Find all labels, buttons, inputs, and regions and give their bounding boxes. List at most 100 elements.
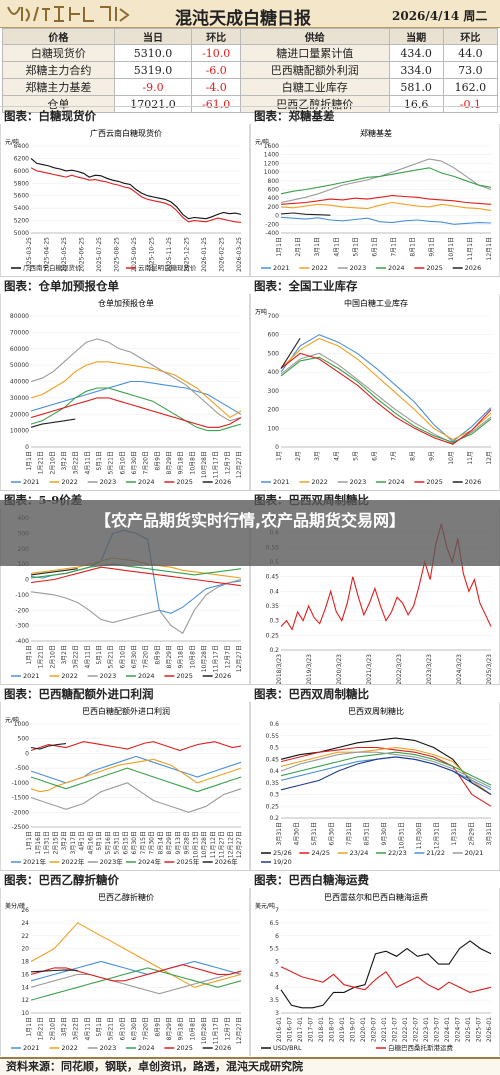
y-tick-label: 60000 xyxy=(10,346,29,353)
x-tick-label: 8月29日 xyxy=(166,645,173,668)
x-tick-label: 5月16日 xyxy=(105,831,112,854)
x-tick-label: 9月13日 xyxy=(175,831,182,854)
x-tick-label: 2022-07 xyxy=(413,1017,420,1042)
legend-label: 云南昆明白糖现货价 xyxy=(138,263,197,272)
x-tick-label: 5月 xyxy=(352,451,359,461)
chart-panel-8: 巴西乙醇折糖价 美分/磅 26 24 22 20 18 16 14 12 10 1月1日 1月21日 2月… xyxy=(0,888,250,1056)
chart-freight: 巴西雷兹尔和巴西白糖海运费美元/吨76.565.554.543.532016-0… xyxy=(255,892,493,1052)
legend-label: 2023 xyxy=(100,672,117,680)
x-tick-label: 11月27日 xyxy=(219,831,226,858)
y-tick-label: 0 xyxy=(25,444,29,451)
y-tick-label: 0.4 xyxy=(269,768,279,775)
x-tick-label: 6月15日 xyxy=(122,831,129,854)
table-cell: -4.0 xyxy=(191,78,242,96)
series-line xyxy=(280,352,492,445)
y-tick-label: 600 xyxy=(268,332,280,339)
report-date-value: 2026/4/14 xyxy=(392,9,460,23)
legend-label: 2023 xyxy=(350,478,367,486)
series-line xyxy=(280,756,492,791)
chart-warehouse: 仓单加预报仓单 80000 70000 60000 50000 40000 30000 200… xyxy=(10,298,243,486)
legend-label: 2025 xyxy=(176,478,193,486)
table-cell: -9.0 xyxy=(113,78,193,96)
chart-title: 郑糖基差 xyxy=(360,128,392,138)
x-tick-label: 2019/3/23 xyxy=(306,654,313,684)
x-tick-label: 11月30日 xyxy=(416,822,423,849)
legend-label: 2024 xyxy=(138,1044,155,1052)
promo-overlay-banner[interactable]: 【农产品期货实时行情,农产品期货交易网】 xyxy=(0,500,500,566)
y-tick-label: 0.25 xyxy=(266,632,280,639)
y-tick-label: 0.55 xyxy=(266,733,280,740)
series-line xyxy=(30,418,76,428)
legend-label: 2024 xyxy=(388,478,405,486)
y-tick-label: -2500 xyxy=(12,824,30,831)
table-row: 仓单 17021.0 -61.0 巴西乙醇折糖价 16.6 -0.1 xyxy=(2,95,499,113)
x-tick-label: 1月21日 xyxy=(38,1017,45,1040)
series-line xyxy=(30,578,242,635)
col-header: 环比 xyxy=(191,28,242,45)
chart-panel-4: 4003002001000-100-200-300-4001月1日1月21日2月… xyxy=(0,508,250,684)
x-tick-label: 10月13日 xyxy=(192,831,199,858)
y-tick-label: 400 xyxy=(268,369,280,376)
x-tick-label: 9月1日 xyxy=(429,237,436,257)
x-tick-label: 10月28日 xyxy=(201,831,208,858)
x-tick-label: 2025-07 xyxy=(476,1017,483,1042)
x-tick-label: 1月1日 xyxy=(26,645,33,665)
legend-label: 2023 xyxy=(100,1044,117,1052)
legend-label: 24/25 xyxy=(311,849,330,857)
x-tick-label: 2020-07 xyxy=(371,1017,378,1042)
series-line xyxy=(280,352,492,444)
y-tick-label: 500 xyxy=(268,350,280,357)
legend-label: 2021 xyxy=(23,672,40,680)
x-tick-label: 1月16日 xyxy=(35,831,42,854)
series-line xyxy=(30,969,78,973)
legend-label: 2023年 xyxy=(100,857,124,866)
x-tick-label: 6月10日 xyxy=(119,451,126,474)
x-tick-label: 2月1日 xyxy=(295,237,302,257)
table-cell: -6.0 xyxy=(191,61,242,79)
y-tick-label: 0.45 xyxy=(266,756,280,763)
y-tick-label: 0.3 xyxy=(269,792,279,799)
series-line xyxy=(280,216,492,225)
series-line xyxy=(30,964,242,982)
table-cell: 巴西糖配额外利润 xyxy=(240,61,390,79)
x-tick-label: 6月1日 xyxy=(371,237,378,257)
x-tick-label: 7月20日 xyxy=(143,1017,150,1040)
x-tick-label: 1月1日 xyxy=(26,1017,33,1037)
table-cell: -61.0 xyxy=(191,95,242,113)
chart-panel-7: 巴西双周制糖比 0.6 0.55 0.5 0.45 0.4 0.35 0.3 0.25 0.2 3月… xyxy=(250,702,500,870)
series-line xyxy=(30,157,242,220)
x-tick-label: 8月9日 xyxy=(154,1017,161,1037)
col-header: 供给 xyxy=(240,28,390,45)
x-tick-label: 2022-01 xyxy=(402,1017,409,1042)
series-line xyxy=(280,737,492,795)
chart-panel-1: 郑糖基差 元/吨 1600 1400 1200 1000 800 600 400 200 0 -200… xyxy=(250,124,500,276)
x-tick-label: 11月1日 xyxy=(467,237,474,260)
summary-table: 价格 当日 环比 供给 当期 环比 白糖现货价 5310.0 -10.0 糖进口… xyxy=(2,28,499,113)
chart-unit: 美分/磅 xyxy=(5,902,25,910)
y-tick-label: 0.35 xyxy=(266,780,280,787)
x-tick-label: 10月8日 xyxy=(189,1017,196,1040)
y-tick-label: 50000 xyxy=(10,362,29,369)
series-line xyxy=(280,746,492,795)
y-tick-label: 0.6 xyxy=(269,721,279,728)
x-tick-label: 2025-07-25 xyxy=(96,237,103,272)
y-tick-label: 0 xyxy=(25,577,29,584)
x-tick-label: 4月11日 xyxy=(84,451,91,474)
report-header: 混沌天成白糖日报 2026/4/14 周二 xyxy=(0,0,500,29)
y-tick-label: -300 xyxy=(15,623,29,630)
x-tick-label: 4月1日 xyxy=(79,831,86,851)
x-tick-label: 1月31日 xyxy=(44,831,51,854)
x-tick-label: 1月1日 xyxy=(26,831,33,851)
legend-label: 2021 xyxy=(23,478,40,486)
chart-panel-6: 巴西白糖配额外进口利润 元/吨 1000 500 0 -500 -1000 -1500 -200… xyxy=(0,702,250,870)
y-tick-label: -1000 xyxy=(12,780,30,787)
x-tick-label: 5月1日 xyxy=(352,237,359,257)
chart-spread: 4003002001000-100-200-300-4001月1日1月21日2月… xyxy=(11,515,243,680)
x-tick-label: 10月28日 xyxy=(201,645,208,672)
y-tick-label: 10 xyxy=(21,1010,29,1017)
x-tick-label: 2025-06-25 xyxy=(79,237,86,272)
y-tick-label: 7 xyxy=(275,907,279,914)
